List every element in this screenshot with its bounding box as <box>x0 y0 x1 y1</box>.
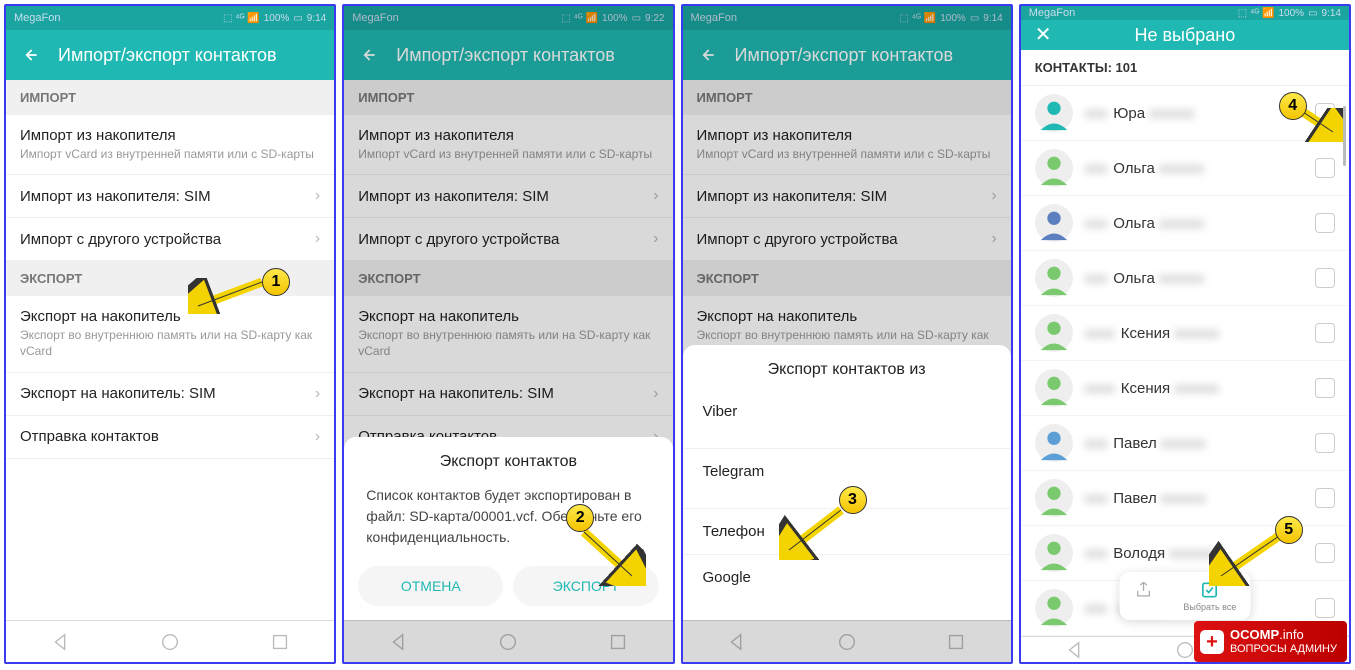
callout-4: 4 <box>1279 92 1307 120</box>
checkbox[interactable] <box>1315 433 1335 453</box>
watermark: + OCOMP.info ВОПРОСЫ АДМИНУ <box>1194 621 1347 662</box>
item-import-other[interactable]: Импорт с другого устройства› <box>6 218 334 261</box>
avatar-icon <box>1035 94 1073 132</box>
avatar-icon <box>1035 424 1073 462</box>
avatar-icon <box>1035 369 1073 407</box>
avatar-icon <box>1035 149 1073 187</box>
arrow-1 <box>188 278 268 314</box>
avatar-icon <box>1035 479 1073 517</box>
checkbox[interactable] <box>1315 598 1335 618</box>
contact-row[interactable]: xxxxКсенияxxxxxx <box>1021 361 1349 416</box>
checkbox[interactable] <box>1315 268 1335 288</box>
section-import: ИМПОРТ <box>6 80 334 115</box>
avatar-icon <box>1035 259 1073 297</box>
checkbox[interactable] <box>1315 323 1335 343</box>
screen-header: Импорт/экспорт контактов <box>6 30 334 80</box>
contact-name: xxx Павелxxxxxx <box>1085 435 1315 452</box>
arrow-5 <box>1209 530 1285 586</box>
contact-name: xxxxКсенияxxxxxx <box>1085 325 1315 342</box>
item-export-sim[interactable]: Экспорт на накопитель: SIM› <box>6 373 334 416</box>
phone-screen-1: MegaFon ⬚ ⁴ᴳ 📶100%▭9:14 Импорт/экспорт к… <box>4 4 336 664</box>
dialog-title: Экспорт контактов <box>344 437 672 481</box>
phone-screen-3: MegaFon⬚ ⁴ᴳ 📶100%▭9:14 Импорт/экспорт ко… <box>681 4 1013 664</box>
carrier-label: MegaFon <box>14 12 60 24</box>
arrow-3 <box>779 504 849 560</box>
item-import-sim[interactable]: Импорт из накопителя: SIM› <box>6 175 334 218</box>
avatar-icon <box>1035 314 1073 352</box>
scrollbar[interactable] <box>1343 106 1346 166</box>
nav-recent-icon[interactable] <box>269 631 291 653</box>
export-from-dialog: Экспорт контактов из Viber Telegram Теле… <box>683 345 1011 620</box>
contact-name: xxx Ольгаxxxxxx <box>1085 270 1315 287</box>
close-icon[interactable]: ✕ <box>1035 25 1055 45</box>
contact-name: xxxxКсенияxxxxxx <box>1085 380 1315 397</box>
callout-3: 3 <box>839 486 867 514</box>
arrow-2 <box>576 526 646 586</box>
plus-icon: + <box>1200 630 1224 654</box>
contact-row[interactable]: xxx Павелxxxxxx <box>1021 416 1349 471</box>
checkbox[interactable] <box>1315 213 1335 233</box>
option-google[interactable]: Google <box>683 555 1011 614</box>
nav-bar <box>6 620 334 662</box>
callout-5: 5 <box>1275 516 1303 544</box>
avatar-icon <box>1035 204 1073 242</box>
contacts-count: КОНТАКТЫ: 101 <box>1021 50 1349 86</box>
header-title: Импорт/экспорт контактов <box>58 45 277 66</box>
callout-1: 1 <box>262 268 290 296</box>
nav-home-icon[interactable] <box>159 631 181 653</box>
contact-name: xxx Ольгаxxxxxx <box>1085 215 1315 232</box>
avatar-icon <box>1035 534 1073 572</box>
item-send-contacts[interactable]: Отправка контактов› <box>6 416 334 459</box>
phone-screen-2: MegaFon ⬚ ⁴ᴳ 📶100%▭9:22 Импорт/экспорт к… <box>342 4 674 664</box>
item-import-storage[interactable]: Импорт из накопителяИмпорт vCard из внут… <box>6 115 334 175</box>
back-arrow-icon[interactable] <box>20 45 40 65</box>
arrow-4 <box>1299 108 1343 142</box>
contact-name: xxx Павелxxxxxx <box>1085 490 1315 507</box>
contact-row[interactable]: xxxxКсенияxxxxxx <box>1021 306 1349 361</box>
checkbox[interactable] <box>1315 488 1335 508</box>
share-button[interactable] <box>1133 580 1153 612</box>
chevron-right-icon: › <box>315 230 320 248</box>
item-export-storage[interactable]: Экспорт на накопительЭкспорт во внутренн… <box>6 296 334 372</box>
phone-screen-4: MegaFon⬚ ⁴ᴳ 📶100%▭9:14 ✕ Не выбрано КОНТ… <box>1019 4 1351 664</box>
contact-row[interactable]: xxx Ольгаxxxxxx <box>1021 251 1349 306</box>
contact-list: xxx Юраxxxxxxxxx Ольгаxxxxxxxxx Ольгаxxx… <box>1021 86 1349 636</box>
nav-back-icon[interactable] <box>50 631 72 653</box>
avatar-icon <box>1035 589 1073 627</box>
chevron-right-icon: › <box>315 187 320 205</box>
contact-row[interactable]: xxx Ольгаxxxxxx <box>1021 141 1349 196</box>
cancel-button[interactable]: ОТМЕНА <box>358 566 503 606</box>
contact-name: xxx Ольгаxxxxxx <box>1085 160 1315 177</box>
checkbox[interactable] <box>1315 158 1335 178</box>
chevron-right-icon: › <box>315 385 320 403</box>
chevron-right-icon: › <box>315 428 320 446</box>
checkbox[interactable] <box>1315 543 1335 563</box>
contact-row[interactable]: xxx Павелxxxxxx <box>1021 471 1349 526</box>
checkbox[interactable] <box>1315 378 1335 398</box>
status-right: ⬚ ⁴ᴳ 📶100%▭9:14 <box>223 13 326 24</box>
status-bar: MegaFon ⬚ ⁴ᴳ 📶100%▭9:14 <box>6 6 334 30</box>
option-viber[interactable]: Viber <box>683 389 1011 449</box>
contact-row[interactable]: xxx Ольгаxxxxxx <box>1021 196 1349 251</box>
